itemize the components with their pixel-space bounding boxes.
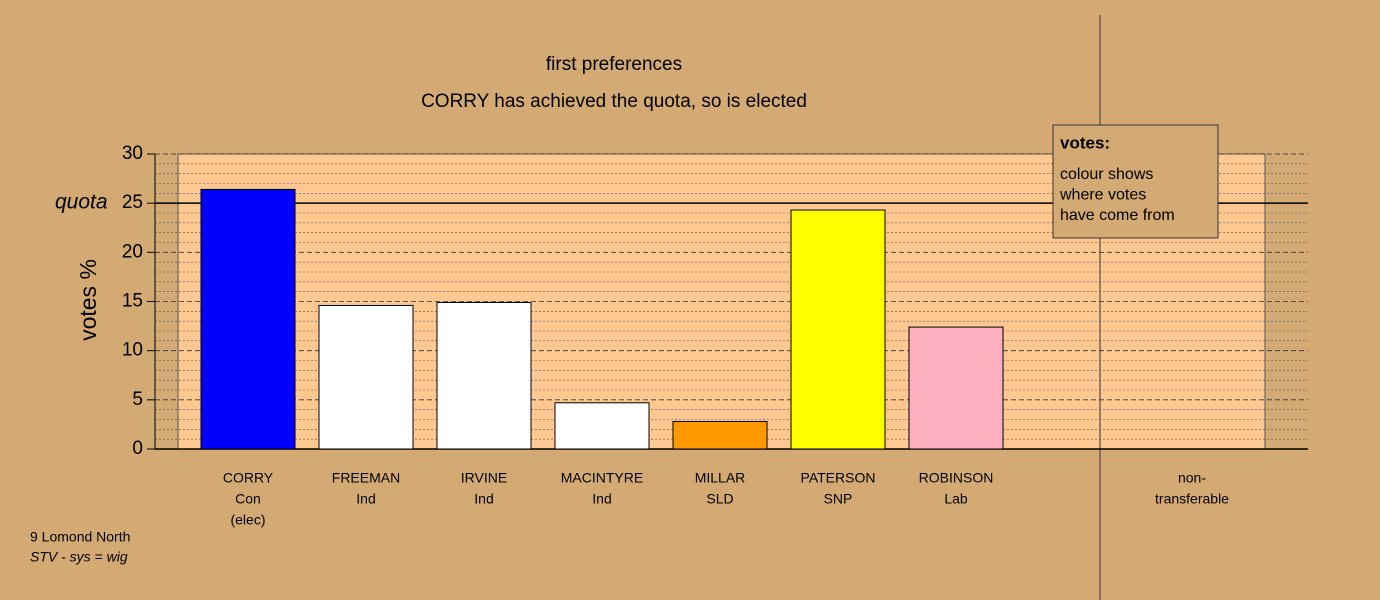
x-tick-label: (elec) (230, 512, 265, 528)
bar (908, 326, 1004, 450)
x-tick-label: Ind (356, 491, 375, 507)
y-tick-label: 25 (122, 192, 143, 213)
x-tick-label: MILLAR (695, 470, 746, 486)
x-tick-label: SNP (824, 491, 853, 507)
bar (200, 188, 296, 450)
x-tick-label: Con (235, 491, 261, 507)
y-tick-label: 0 (132, 438, 143, 459)
x-tick-label: MACINTYRE (561, 470, 643, 486)
y-tick-label: 30 (122, 143, 143, 164)
legend-text: colour shows (1060, 166, 1153, 183)
x-tick-label: PATERSON (801, 470, 876, 486)
footer-line: STV - sys = wig (30, 549, 128, 565)
y-tick-label: 20 (122, 241, 143, 262)
x-tick-label: non- (1178, 470, 1206, 486)
x-tick-label: Lab (944, 491, 968, 507)
x-tick-label: ROBINSON (919, 470, 994, 486)
bar (436, 301, 532, 450)
bar (790, 209, 886, 450)
legend-text: have come from (1060, 207, 1175, 224)
x-tick-label: Ind (474, 491, 493, 507)
legend-title: votes: (1060, 133, 1110, 152)
legend-box (1052, 124, 1219, 239)
bar (318, 304, 414, 450)
chart-title: first preferences (546, 54, 682, 75)
y-tick-label: 15 (122, 291, 143, 312)
x-tick-label: FREEMAN (332, 470, 400, 486)
x-tick-label: Ind (592, 491, 611, 507)
legend-text: where votes (1059, 187, 1146, 204)
y-axis-label: votes % (75, 259, 101, 341)
bar (672, 420, 768, 450)
chart-subtitle: CORRY has achieved the quota, so is elec… (421, 91, 807, 112)
x-tick-label: IRVINE (461, 470, 507, 486)
x-tick-label: CORRY (223, 470, 274, 486)
y-tick-label: 5 (132, 389, 143, 410)
quota-label: quota (55, 191, 108, 214)
footer-line: 9 Lomond North (30, 529, 130, 545)
y-tick-label: 10 (122, 340, 143, 361)
x-tick-label: SLD (706, 491, 733, 507)
x-tick-label: transferable (1155, 491, 1229, 507)
bar (554, 402, 650, 450)
